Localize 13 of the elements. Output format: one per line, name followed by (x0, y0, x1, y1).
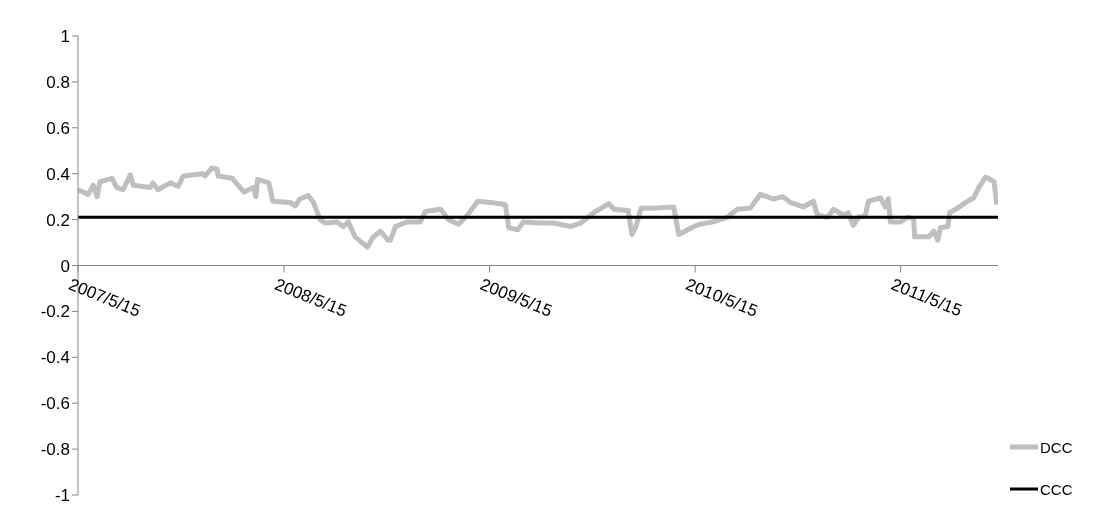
y-tick-label: 0.8 (46, 72, 70, 92)
legend-label: CCC (1040, 480, 1073, 498)
y-tick-label: 0 (60, 256, 70, 276)
y-tick-label: -0.6 (40, 394, 70, 414)
legend-label: DCC (1040, 438, 1073, 456)
y-tick-label: 1 (60, 27, 70, 47)
y-tick-label: 0.4 (46, 164, 70, 184)
y-tick-label: -0.4 (40, 348, 70, 368)
y-tick-label: -1 (54, 486, 70, 506)
y-tick-label: 0.6 (46, 118, 70, 138)
y-tick-label: -0.2 (40, 302, 70, 322)
y-tick-label: 0.2 (46, 210, 70, 230)
y-tick-label: -0.8 (40, 440, 70, 460)
